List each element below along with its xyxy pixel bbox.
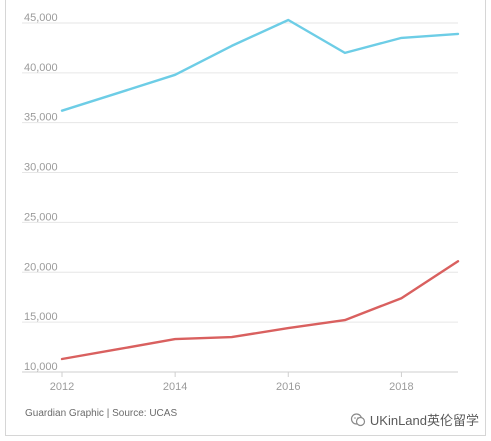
x-tick-label: 2014 [163, 381, 187, 393]
y-tick-label: 45,000 [24, 12, 58, 24]
y-tick-label: 30,000 [24, 162, 58, 174]
y-tick-label: 40,000 [24, 62, 58, 74]
y-tick-label: 15,000 [24, 311, 58, 323]
x-tick-label: 2012 [50, 381, 74, 393]
y-tick-label: 25,000 [24, 211, 58, 223]
y-tick-label: 10,000 [24, 361, 58, 373]
x-tick-label: 2018 [389, 381, 413, 393]
series-line-1 [60, 18, 460, 112]
header-mask [22, 0, 222, 3]
source-note: Guardian Graphic | Source: UCAS [25, 408, 178, 419]
y-tick-label: 20,000 [24, 261, 58, 273]
x-tick-label: 2016 [276, 381, 300, 393]
watermark: UKinLand英伦留学 [350, 410, 479, 429]
watermark-text: UKinLand英伦留学 [369, 413, 479, 428]
wechat-icon [350, 412, 366, 428]
series-line-2 [60, 260, 460, 361]
y-tick-label: 35,000 [24, 112, 58, 124]
